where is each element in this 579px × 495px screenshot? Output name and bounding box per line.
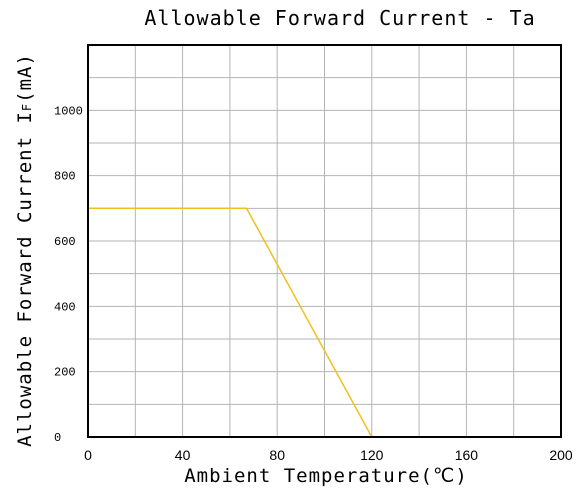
y-tick-label: 400 bbox=[54, 300, 76, 314]
y-tick-label: 800 bbox=[54, 170, 76, 184]
x-tick-label: 0 bbox=[84, 447, 92, 463]
grid-lines bbox=[88, 45, 561, 437]
x-tick-label: 160 bbox=[455, 447, 479, 463]
x-axis-ticks: 0 40 80 120 160 200 bbox=[84, 447, 573, 463]
x-tick-label: 120 bbox=[360, 447, 384, 463]
chart-title: Allowable Forward Current - Ta bbox=[144, 6, 535, 30]
y-tick-label: 600 bbox=[54, 235, 76, 249]
y-axis-ticks: 0 200 400 600 800 1000 bbox=[54, 104, 83, 445]
y-axis-label-unit: (mA) bbox=[14, 53, 36, 103]
y-tick-label: 1000 bbox=[54, 104, 83, 118]
series-point bbox=[245, 207, 248, 210]
y-axis-label: Allowable Forward Current IF(mA) bbox=[14, 53, 36, 447]
x-axis-label: Ambient Temperature(℃) bbox=[184, 465, 468, 487]
x-tick-label: 200 bbox=[549, 447, 573, 463]
y-axis-label-subscript: F bbox=[20, 103, 34, 111]
x-tick-label: 80 bbox=[269, 447, 285, 463]
plot-frame bbox=[87, 44, 562, 438]
y-tick-label: 200 bbox=[54, 366, 76, 380]
y-tick-label: 0 bbox=[54, 431, 61, 445]
y-axis-label-main: Allowable Forward Current I bbox=[14, 111, 36, 447]
x-tick-label: 40 bbox=[175, 447, 191, 463]
